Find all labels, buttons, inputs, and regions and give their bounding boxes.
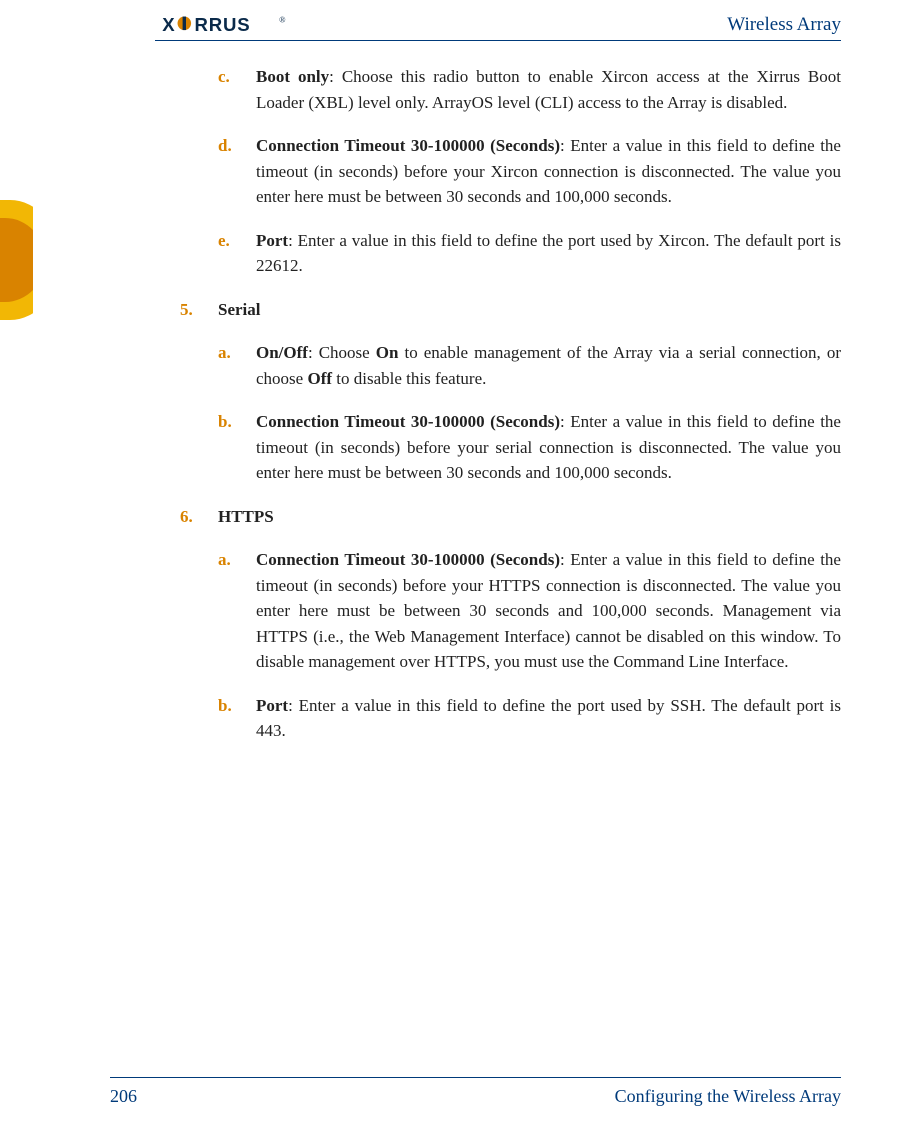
list-item: b. Connection Timeout 30-100000 (Seconds… bbox=[218, 409, 841, 486]
list-item: b. Port: Enter a value in this field to … bbox=[218, 693, 841, 744]
text: : Choose bbox=[308, 343, 376, 362]
section-https: 6. HTTPS bbox=[180, 504, 841, 530]
text: : Choose this radio button to enable Xir… bbox=[256, 67, 841, 112]
term-onoff: On/Off bbox=[256, 343, 308, 362]
header-title: Wireless Array bbox=[727, 14, 841, 36]
page-footer: 206 Configuring the Wireless Array bbox=[110, 1077, 841, 1107]
marker-6b: b. bbox=[218, 696, 232, 715]
term-port: Port bbox=[256, 231, 288, 250]
text: to disable this feature. bbox=[332, 369, 486, 388]
svg-text:X: X bbox=[162, 14, 175, 35]
marker-5b: b. bbox=[218, 412, 232, 431]
section-serial: 5. Serial bbox=[180, 297, 841, 323]
term-conn-timeout: Connection Timeout 30-100000 (Seconds) bbox=[256, 136, 560, 155]
heading-https: HTTPS bbox=[218, 507, 274, 526]
content-body: c. Boot only: Choose this radio button t… bbox=[180, 64, 841, 762]
page: X RRUS ® Wireless Array c. Boot only: Ch… bbox=[0, 0, 901, 1137]
svg-text:RRUS: RRUS bbox=[194, 14, 250, 35]
list-item: c. Boot only: Choose this radio button t… bbox=[218, 64, 841, 115]
term-boot-only: Boot only bbox=[256, 67, 329, 86]
bold-on: On bbox=[376, 343, 399, 362]
marker-5a: a. bbox=[218, 343, 231, 362]
text: : Enter a value in this field to define … bbox=[256, 696, 841, 741]
list-item: a. Connection Timeout 30-100000 (Seconds… bbox=[218, 547, 841, 675]
marker-d: d. bbox=[218, 136, 232, 155]
marker-5: 5. bbox=[180, 300, 193, 319]
side-tab-icon bbox=[0, 200, 33, 320]
heading-serial: Serial bbox=[218, 300, 261, 319]
page-header: X RRUS ® Wireless Array bbox=[155, 14, 841, 41]
marker-e: e. bbox=[218, 231, 230, 250]
marker-c: c. bbox=[218, 67, 230, 86]
term-conn-timeout: Connection Timeout 30-100000 (Seconds) bbox=[256, 550, 560, 569]
text: : Enter a value in this field to define … bbox=[256, 231, 841, 276]
list-item: d. Connection Timeout 30-100000 (Seconds… bbox=[218, 133, 841, 210]
term-port: Port bbox=[256, 696, 288, 715]
bold-off: Off bbox=[307, 369, 332, 388]
term-conn-timeout: Connection Timeout 30-100000 (Seconds) bbox=[256, 412, 560, 431]
page-number: 206 bbox=[110, 1086, 137, 1107]
footer-section: Configuring the Wireless Array bbox=[615, 1086, 841, 1107]
marker-6a: a. bbox=[218, 550, 231, 569]
xirrus-logo: X RRUS ® bbox=[155, 14, 305, 36]
list-item: a. On/Off: Choose On to enable managemen… bbox=[218, 340, 841, 391]
marker-6: 6. bbox=[180, 507, 193, 526]
svg-text:®: ® bbox=[279, 14, 286, 24]
list-item: e. Port: Enter a value in this field to … bbox=[218, 228, 841, 279]
